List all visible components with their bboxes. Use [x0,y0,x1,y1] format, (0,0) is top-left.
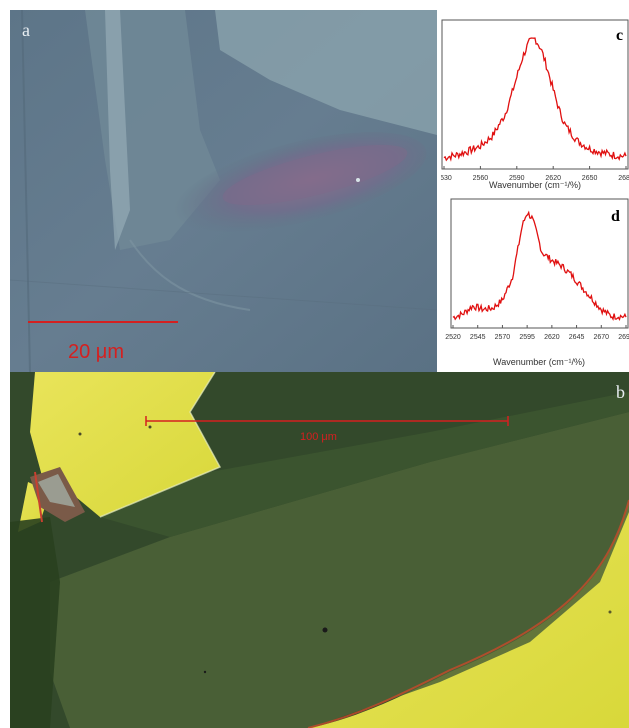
x-tick-label: 2590 [509,175,525,182]
x-tick-label: 2680 [618,175,629,182]
x-axis-label-c: Wavenumber (cm⁻¹/%) [489,180,581,190]
x-tick-label: 2560 [473,175,489,182]
panel-d-letter: d [611,208,620,225]
x-tick-label: 2670 [593,334,609,341]
micrograph-panel-b: b 100 μm [10,372,629,728]
scale-label-a: 20 μm [68,341,124,363]
x-tick-label: 2620 [544,334,560,341]
x-tick-label: 2650 [582,175,598,182]
micrograph-image-a: a 20 μm [10,10,437,372]
x-tick-label: 2545 [470,334,486,341]
scale-bar-b [145,416,509,426]
scale-label-b: 100 μm [300,431,337,443]
panel-c-letter: c [616,27,623,44]
plot-frame-c [441,19,629,170]
micrograph-panel-a: a 20 μm [10,10,437,372]
x-tick-label: 2695 [618,334,629,341]
x-tick-label: 2570 [495,334,511,341]
spectrum-chart-d: d 2520 2545 2570 2595 2620 2645 2670 2695 Waven… [445,198,629,367]
x-tick-label: 2530 [441,175,452,182]
x-tick-label: 2645 [569,334,585,341]
panel-b-letter: b [616,382,625,402]
x-axis-label-d: Wavenumber (cm⁻¹/%) [493,357,585,367]
x-tick-label: 2620 [545,175,561,182]
x-tick-label: 2520 [445,334,461,341]
spectrum-panel-c: c 2530 2560 2590 2620 2650 2680 Wavenumber (c… [441,16,629,194]
spectrum-line-d [452,210,627,322]
panel-a-letter: a [22,20,30,40]
plot-frame-d [450,198,629,329]
x-tick-label: 2595 [519,334,535,341]
spectrum-chart-c: c 2530 2560 2590 2620 2650 2680 Wavenumber (c… [441,19,629,190]
spectrum-panel-d: d 2520 2545 2570 2595 2620 2645 2670 2695 Waven… [441,195,629,372]
micrograph-image-b: b 100 μm [10,372,629,728]
spectrum-line-c [443,37,627,162]
